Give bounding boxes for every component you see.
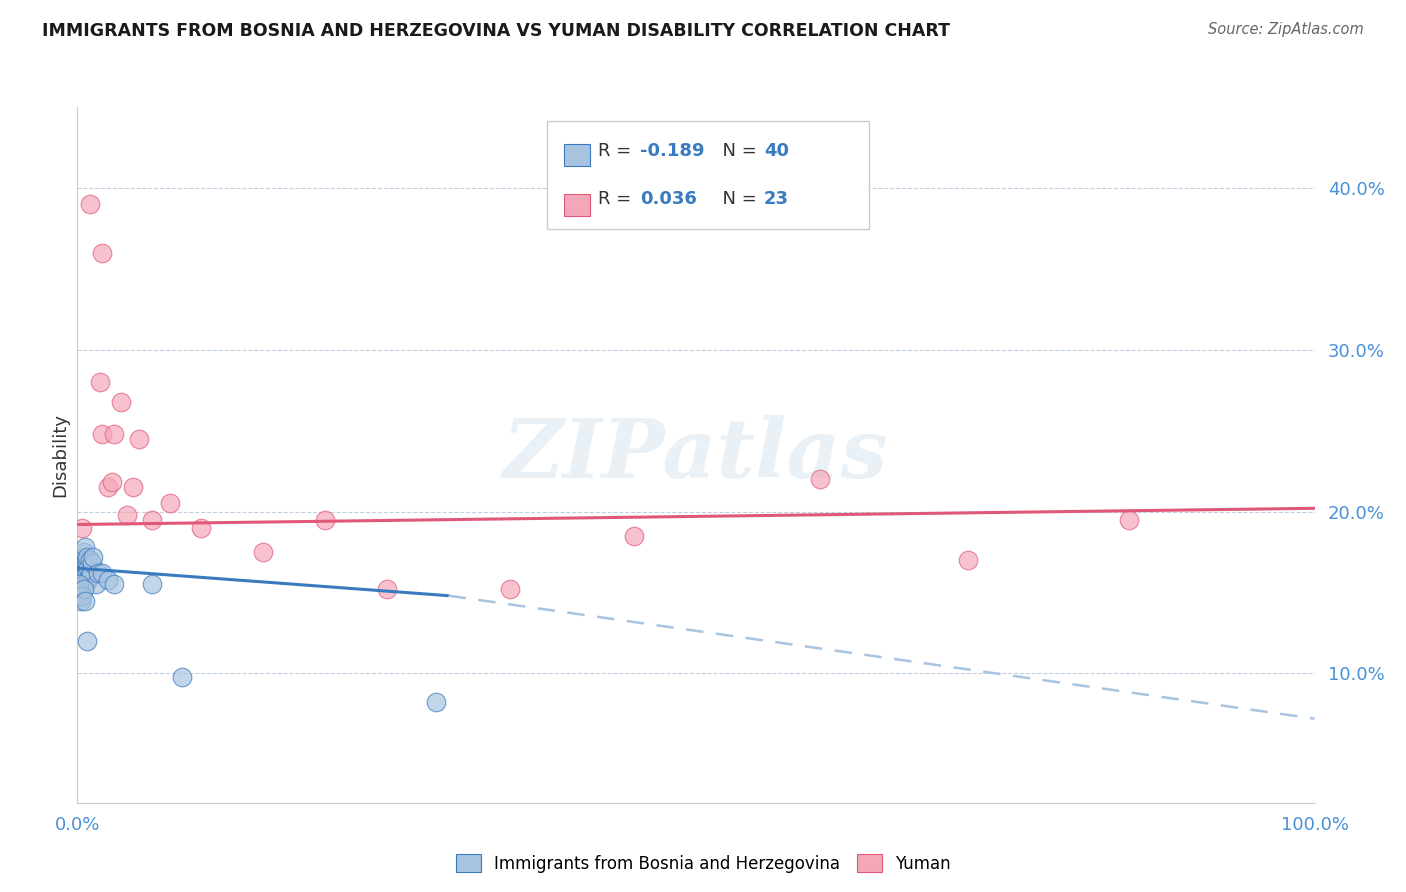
Point bbox=[159, 496, 181, 510]
Point bbox=[70, 593, 93, 607]
Point bbox=[73, 593, 96, 607]
Point bbox=[110, 394, 132, 409]
Point bbox=[73, 540, 96, 554]
Text: R =: R = bbox=[598, 142, 637, 161]
Text: ZIPatlas: ZIPatlas bbox=[503, 415, 889, 495]
Point bbox=[89, 375, 111, 389]
Point bbox=[69, 589, 91, 603]
Point bbox=[72, 545, 94, 559]
Point bbox=[76, 557, 98, 571]
Point bbox=[623, 529, 645, 543]
Point bbox=[141, 513, 163, 527]
Point bbox=[75, 553, 97, 567]
Point bbox=[79, 197, 101, 211]
Point bbox=[128, 432, 150, 446]
Point bbox=[76, 634, 98, 648]
Point bbox=[190, 521, 212, 535]
Point bbox=[67, 585, 90, 599]
Point bbox=[72, 521, 94, 535]
Point bbox=[91, 245, 114, 260]
Point bbox=[115, 508, 138, 522]
Text: N =: N = bbox=[710, 142, 762, 161]
Point bbox=[141, 577, 163, 591]
Point bbox=[84, 577, 107, 591]
Point bbox=[97, 573, 120, 587]
Point bbox=[91, 566, 114, 580]
Point bbox=[91, 426, 114, 441]
Point bbox=[73, 566, 96, 580]
Point bbox=[67, 577, 90, 591]
Point bbox=[103, 577, 125, 591]
Point bbox=[957, 553, 980, 567]
Text: Source: ZipAtlas.com: Source: ZipAtlas.com bbox=[1208, 22, 1364, 37]
Point bbox=[70, 561, 93, 575]
Point bbox=[172, 670, 194, 684]
Point bbox=[77, 561, 100, 575]
Point bbox=[122, 480, 145, 494]
Point bbox=[375, 582, 398, 597]
Point bbox=[808, 472, 831, 486]
Point bbox=[101, 475, 124, 490]
Point bbox=[499, 582, 522, 597]
Text: 23: 23 bbox=[763, 190, 789, 208]
Text: 40: 40 bbox=[763, 142, 789, 161]
Point bbox=[73, 577, 96, 591]
Point bbox=[72, 582, 94, 597]
Point bbox=[70, 549, 93, 564]
Point bbox=[72, 577, 94, 591]
Point bbox=[79, 569, 101, 583]
Point bbox=[72, 589, 94, 603]
Point bbox=[72, 573, 94, 587]
Point bbox=[75, 573, 97, 587]
Point bbox=[87, 566, 110, 580]
Point bbox=[77, 573, 100, 587]
Point bbox=[72, 557, 94, 571]
Text: IMMIGRANTS FROM BOSNIA AND HERZEGOVINA VS YUMAN DISABILITY CORRELATION CHART: IMMIGRANTS FROM BOSNIA AND HERZEGOVINA V… bbox=[42, 22, 950, 40]
Point bbox=[97, 480, 120, 494]
Point bbox=[103, 426, 125, 441]
Point bbox=[425, 696, 447, 710]
Point bbox=[76, 566, 98, 580]
Point bbox=[69, 553, 91, 567]
Point bbox=[72, 569, 94, 583]
Point bbox=[1118, 513, 1140, 527]
Point bbox=[75, 561, 97, 575]
Text: R =: R = bbox=[598, 190, 637, 208]
Point bbox=[82, 557, 104, 571]
Point bbox=[80, 566, 103, 580]
Text: N =: N = bbox=[710, 190, 762, 208]
Point bbox=[82, 549, 104, 564]
Legend: Immigrants from Bosnia and Herzegovina, Yuman: Immigrants from Bosnia and Herzegovina, … bbox=[449, 847, 957, 880]
Point bbox=[79, 553, 101, 567]
Point bbox=[252, 545, 274, 559]
Point bbox=[76, 549, 98, 564]
Text: 0.036: 0.036 bbox=[640, 190, 697, 208]
Text: -0.189: -0.189 bbox=[640, 142, 704, 161]
Y-axis label: Disability: Disability bbox=[51, 413, 69, 497]
Point bbox=[314, 513, 336, 527]
